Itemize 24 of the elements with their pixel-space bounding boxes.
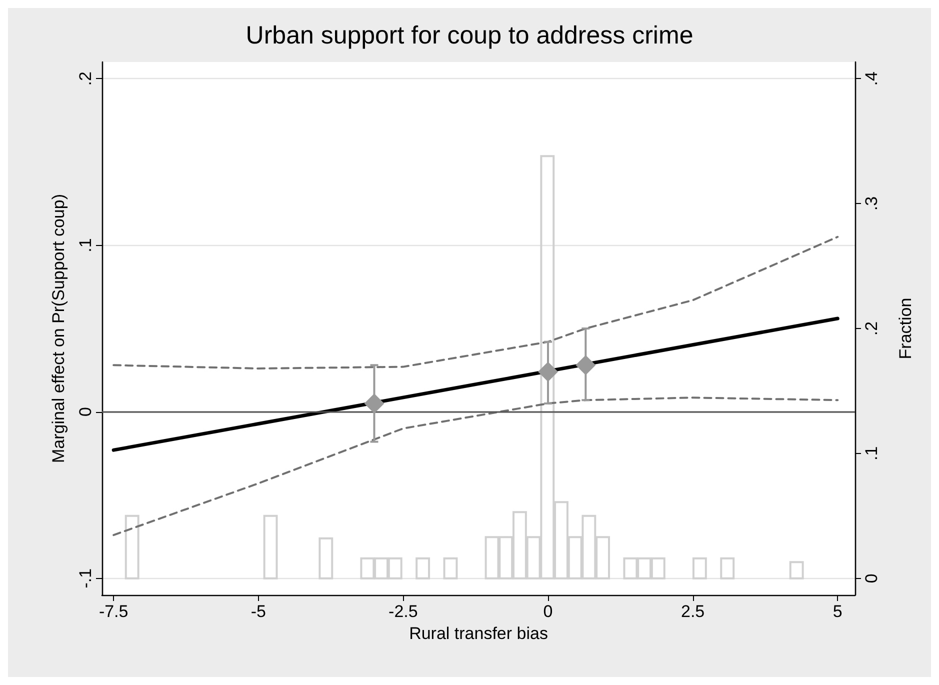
y-tick-label: .1 bbox=[76, 238, 95, 252]
y-tick-label: -.1 bbox=[76, 568, 95, 588]
x-tick-label: 0 bbox=[543, 602, 553, 621]
point bbox=[538, 362, 558, 382]
point bbox=[576, 355, 596, 376]
point bbox=[364, 393, 384, 414]
x-tick-label: -5 bbox=[250, 602, 266, 621]
line-series bbox=[112, 396, 839, 536]
y2-axis-title: Fraction bbox=[896, 298, 915, 360]
y2-tick-label: .1 bbox=[862, 446, 881, 461]
x-tick-label: 5 bbox=[832, 602, 842, 621]
y-tick-label: 0 bbox=[76, 407, 95, 417]
chart-title: Urban support for coup to address crime bbox=[246, 22, 694, 50]
y2-tick-label: 0 bbox=[862, 574, 881, 584]
x-tick-label: -2.5 bbox=[388, 602, 418, 621]
y2-tick-label: .4 bbox=[862, 72, 881, 86]
x-tick-label: 2.5 bbox=[680, 602, 705, 621]
y2-tick-label: .3 bbox=[862, 196, 881, 211]
line-series bbox=[112, 236, 839, 370]
x-tick-label: -7.5 bbox=[98, 602, 128, 621]
x-axis-title: Rural transfer bias bbox=[409, 624, 548, 643]
y-tick-label: .2 bbox=[76, 72, 95, 86]
y2-tick-label: .2 bbox=[862, 321, 881, 336]
y-axis-title: Marginal effect on Pr(Support coup) bbox=[49, 194, 68, 463]
